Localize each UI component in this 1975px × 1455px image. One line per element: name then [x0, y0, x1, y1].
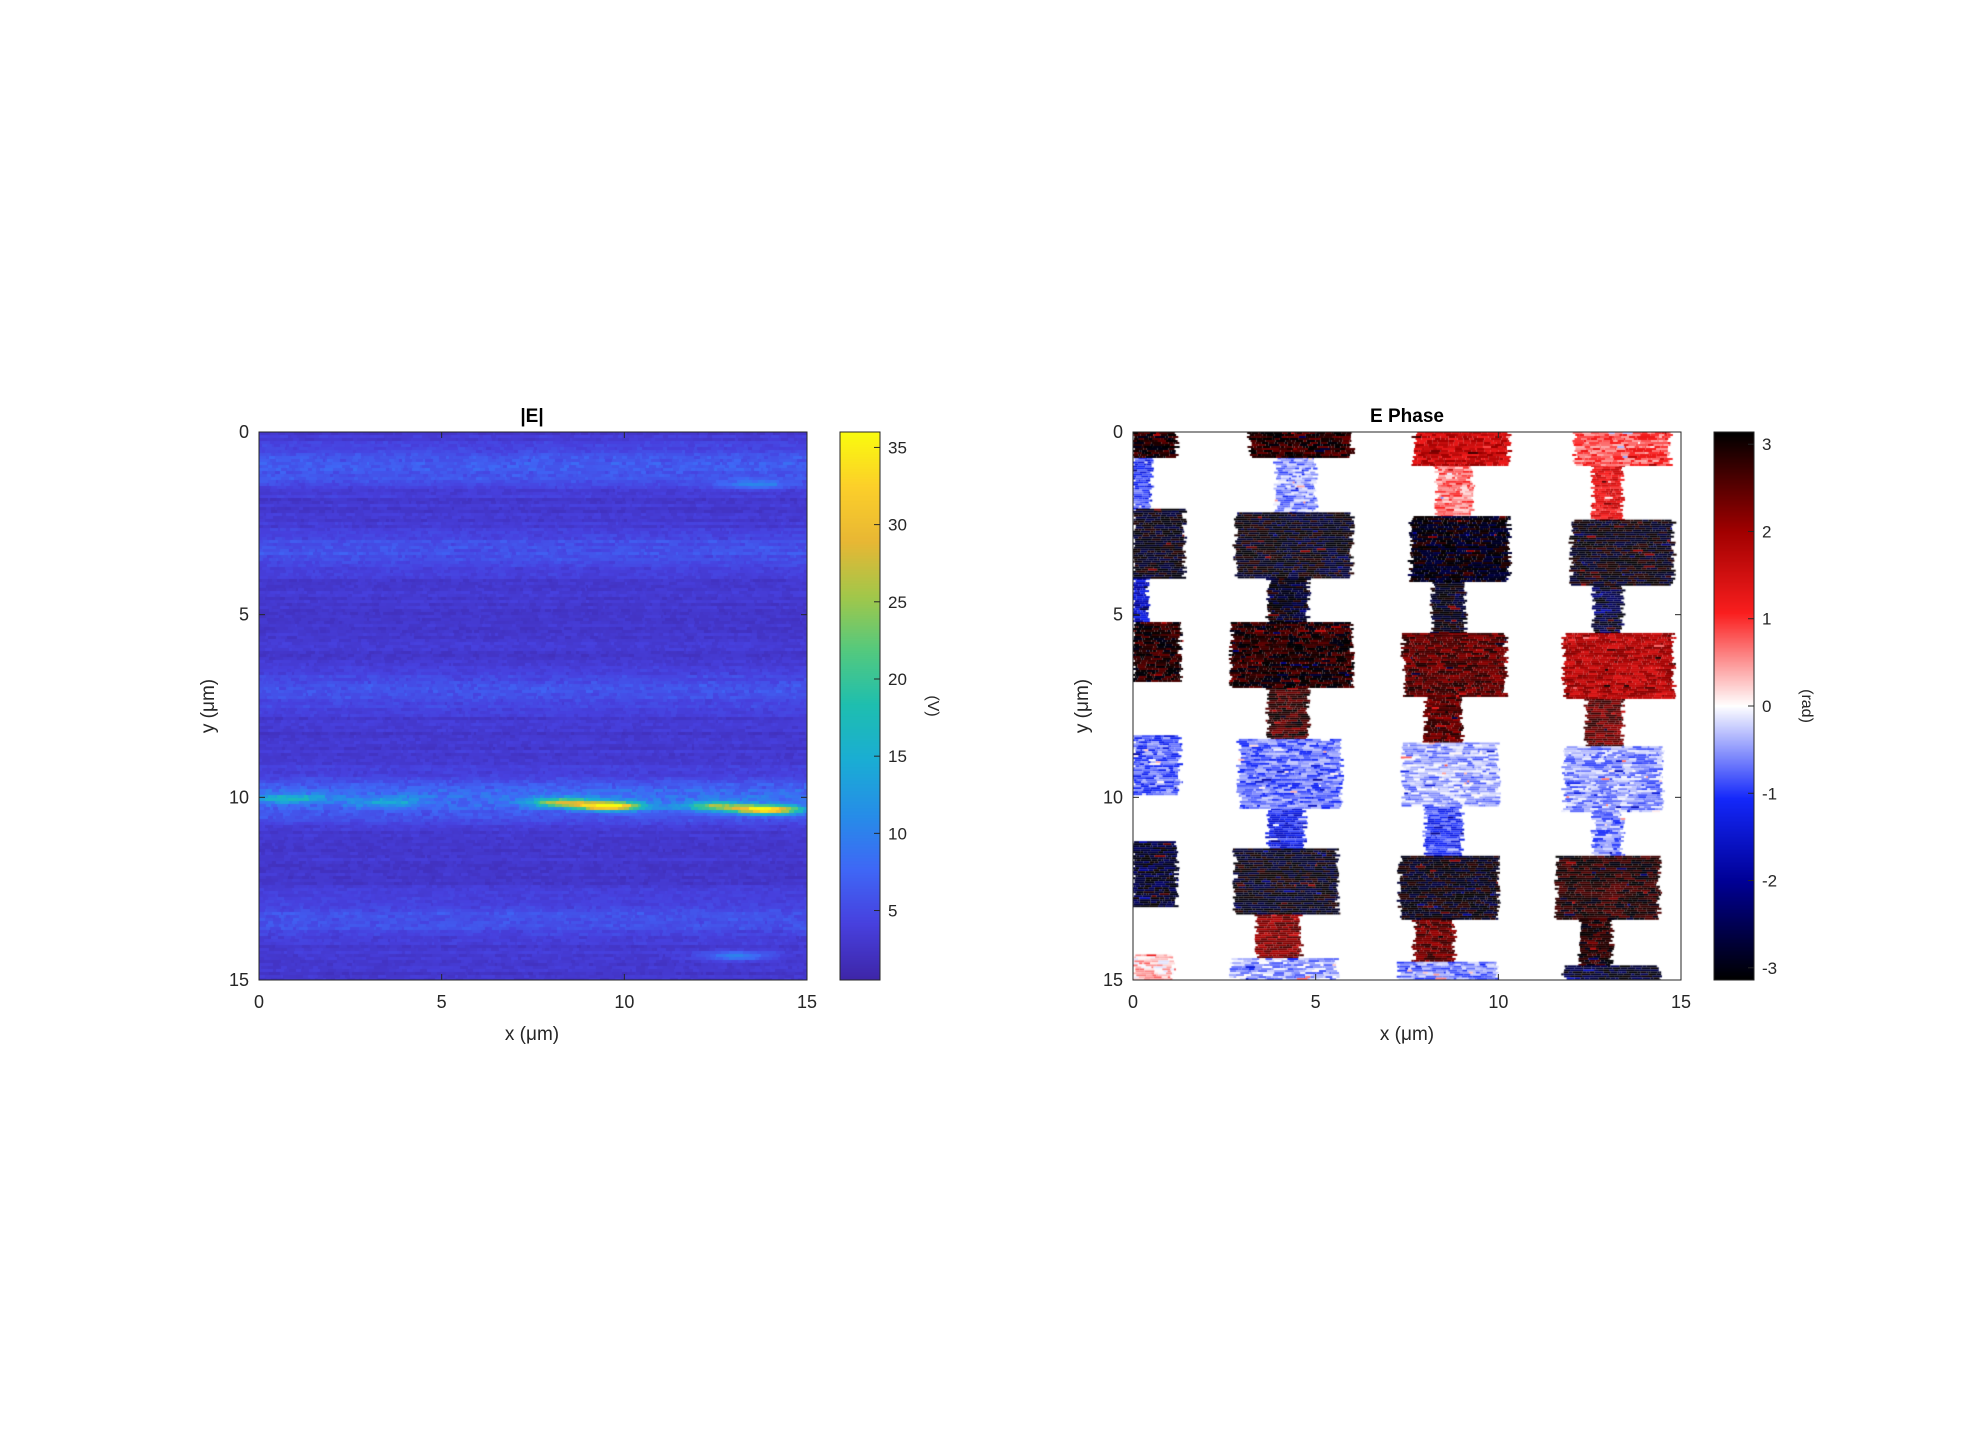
phase-colorbar-tick-label: -3 [1762, 959, 1777, 978]
phase-x-tick-label: 10 [1488, 992, 1508, 1012]
phase-heatmap-image [1133, 432, 1681, 980]
phase-x-tick-label: 0 [1128, 992, 1138, 1012]
magnitude-x-tick-label: 15 [797, 992, 817, 1012]
magnitude-y-label: y (μm) [198, 679, 219, 733]
magnitude-axes-frame [258, 431, 808, 981]
magnitude-colorbar-tick-label: 30 [888, 516, 907, 535]
phase-colorbar-tick-label: -1 [1762, 784, 1777, 803]
magnitude-chart: |E| 0 5 10 15 0 5 10 15 x (μm) y (μm) 5 10 15 20 2… [198, 406, 941, 1045]
phase-x-tick-label: 5 [1311, 992, 1321, 1012]
phase-y-ticks: 0 5 10 15 [1103, 422, 1681, 990]
phase-colorbar-tick-label: 2 [1762, 522, 1771, 541]
magnitude-y-tick-label: 15 [229, 970, 249, 990]
magnitude-colorbar-ticks: 5 10 15 20 25 30 35 [874, 438, 907, 921]
phase-axes-frame [1132, 431, 1682, 981]
magnitude-y-tick-label: 0 [239, 422, 249, 442]
phase-plot-area [1132, 431, 1682, 981]
magnitude-colorbar-frame [839, 431, 881, 981]
phase-colorbar-tick-label: 1 [1762, 610, 1771, 629]
phase-colorbar-tick-label: 0 [1762, 697, 1771, 716]
phase-colorbar-label: (rad) [1798, 689, 1815, 723]
phase-x-label: x (μm) [1380, 1024, 1434, 1045]
magnitude-colorbar-tick-label: 5 [888, 902, 897, 921]
magnitude-colorbar-gradient [840, 432, 880, 980]
magnitude-heatmap-image [259, 432, 807, 980]
magnitude-x-tick-label: 0 [254, 992, 264, 1012]
magnitude-colorbar-tick-label: 20 [888, 670, 907, 689]
magnitude-colorbar-tick-label: 35 [888, 438, 907, 457]
phase-colorbar-gradient [1714, 432, 1754, 980]
magnitude-colorbar-tick-label: 15 [888, 747, 907, 766]
magnitude-colorbar: 5 10 15 20 25 30 35 (V) [839, 431, 941, 981]
magnitude-colorbar-label: (V) [924, 695, 941, 716]
phase-y-tick-label: 5 [1113, 605, 1123, 625]
phase-colorbar-tick-label: 3 [1762, 435, 1771, 454]
magnitude-title: |E| [520, 406, 543, 427]
magnitude-y-tick-label: 10 [229, 787, 249, 807]
phase-y-tick-label: 15 [1103, 970, 1123, 990]
phase-y-tick-label: 10 [1103, 787, 1123, 807]
magnitude-x-label: x (μm) [505, 1024, 559, 1045]
phase-y-tick-label: 0 [1113, 422, 1123, 442]
magnitude-x-ticks: 0 5 10 15 [254, 432, 817, 1012]
phase-colorbar: -3 -2 -1 0 1 2 3 (rad) [1713, 431, 1815, 981]
magnitude-y-ticks: 0 5 10 15 [229, 422, 807, 990]
magnitude-x-tick-label: 10 [614, 992, 634, 1012]
phase-x-ticks: 0 5 10 15 [1128, 432, 1691, 1012]
phase-title: E Phase [1370, 406, 1444, 427]
phase-colorbar-ticks: -3 -2 -1 0 1 2 3 [1748, 435, 1777, 978]
magnitude-colorbar-tick-label: 25 [888, 593, 907, 612]
magnitude-x-tick-label: 5 [437, 992, 447, 1012]
magnitude-plot-area [258, 431, 808, 981]
magnitude-colorbar-tick-label: 10 [888, 824, 907, 843]
phase-x-tick-label: 15 [1671, 992, 1691, 1012]
phase-colorbar-tick-label: -2 [1762, 872, 1777, 891]
phase-y-label: y (μm) [1072, 679, 1093, 733]
magnitude-y-tick-label: 5 [239, 605, 249, 625]
